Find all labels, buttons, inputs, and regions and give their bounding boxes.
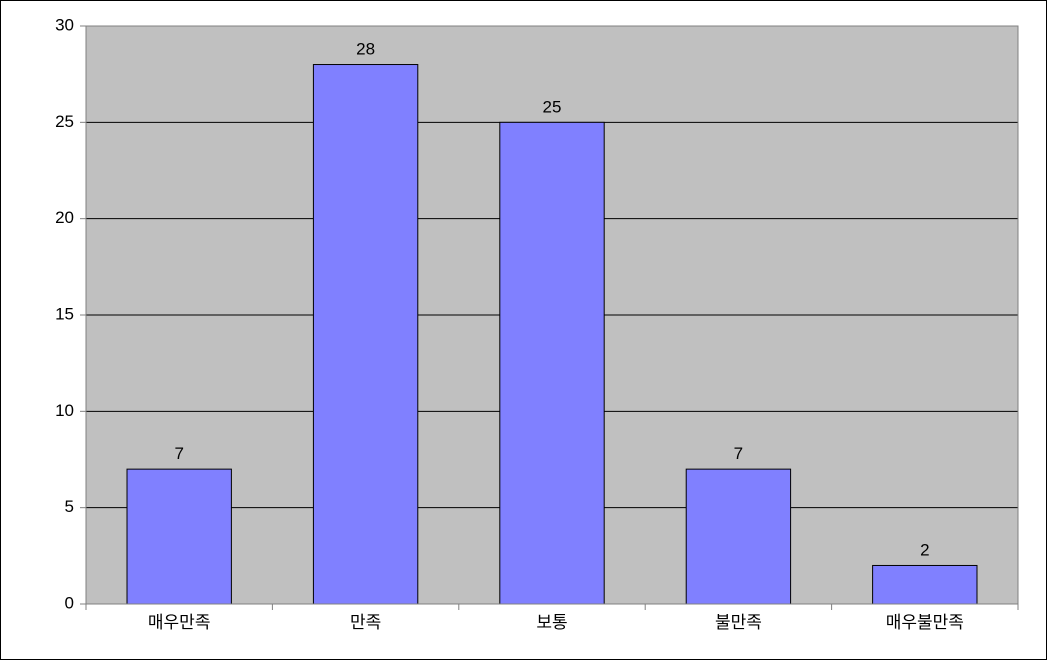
y-tick-label: 30 [55, 15, 74, 34]
bar-chart: 0 5 10 15 20 25 30 7 매우만족 28 만족 25 보통 7 불만족 2 매우불만족 [1, 1, 1047, 661]
bar [313, 65, 417, 604]
bar [127, 469, 231, 604]
data-label: 7 [174, 444, 183, 463]
y-tick-label: 20 [55, 208, 74, 227]
y-tick-label: 0 [65, 593, 74, 612]
bar [686, 469, 790, 604]
y-tick-label: 5 [65, 497, 74, 516]
y-tick-label: 15 [55, 304, 74, 323]
data-label: 7 [734, 444, 743, 463]
data-label: 28 [356, 40, 375, 59]
x-category-label: 만족 [350, 613, 381, 632]
data-label: 25 [543, 97, 562, 116]
chart-container: 0 5 10 15 20 25 30 7 매우만족 28 만족 25 보통 7 불만족 2 매우불만족 [0, 0, 1047, 660]
bar [873, 565, 977, 604]
data-label: 2 [920, 540, 929, 559]
x-category-label: 불만족 [715, 613, 762, 632]
x-category-label: 보통 [536, 613, 567, 632]
x-category-label: 매우만족 [148, 613, 211, 632]
y-tick-label: 25 [55, 112, 74, 131]
x-category-label: 매우불만족 [886, 613, 964, 632]
y-tick-label: 10 [55, 401, 74, 420]
bar [500, 122, 604, 604]
